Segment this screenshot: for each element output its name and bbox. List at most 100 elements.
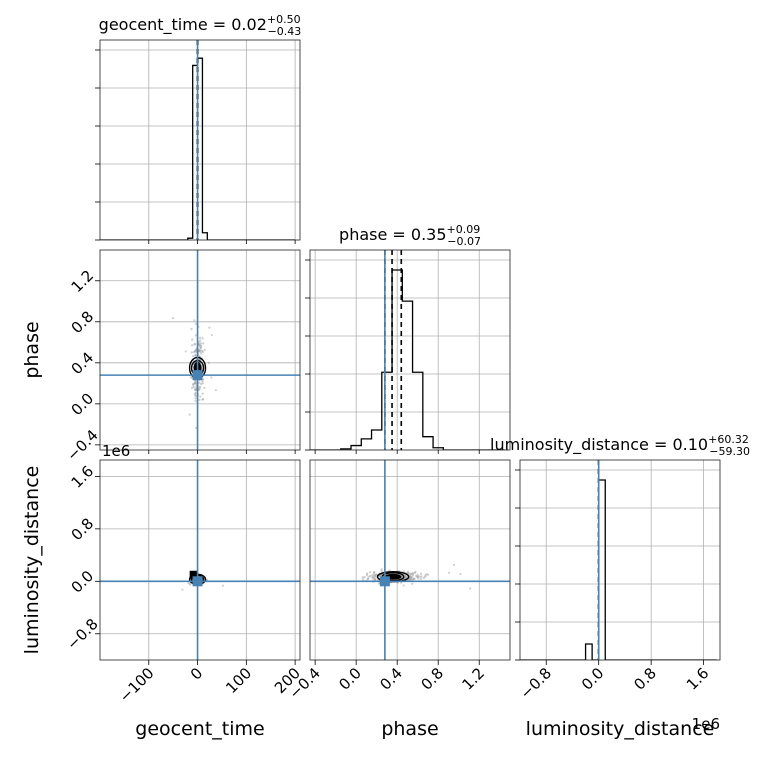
title-main: geocent_time = 0.02	[99, 15, 267, 35]
xaxis-label-luminosity_distance: luminosity_distance	[526, 718, 715, 740]
sample-point	[221, 584, 225, 587]
sample-point	[363, 575, 366, 579]
sample-point	[380, 568, 383, 571]
sample-point	[207, 361, 211, 364]
panel-frame	[99, 459, 301, 661]
sample-point	[201, 382, 204, 385]
sample-point	[201, 397, 205, 401]
sample-point	[413, 577, 416, 581]
sample-point	[424, 574, 427, 577]
sample-point	[201, 392, 204, 395]
sample-point	[193, 342, 197, 346]
sample-point	[373, 577, 376, 580]
sample-point	[412, 577, 415, 581]
panel-title-geocent_time: geocent_time = 0.02+0.50 −0.43	[99, 13, 302, 38]
sample-point	[425, 573, 428, 576]
ytick-label-phase: 0.0	[68, 390, 98, 420]
data-layer	[100, 40, 717, 660]
sample-point	[198, 344, 201, 347]
title-upper-error: +60.32	[708, 433, 749, 446]
sample-point	[192, 382, 196, 385]
sample-point	[409, 577, 413, 580]
xtick-label-luminosity_distance: 0.8	[630, 664, 660, 694]
histogram-phase	[310, 269, 505, 450]
sample-point	[406, 571, 409, 575]
ytick-label-phase: 1.2	[68, 266, 98, 296]
sample-point	[414, 574, 418, 578]
sample-point	[372, 575, 375, 579]
sample-point	[365, 572, 369, 575]
sample-point	[198, 343, 201, 347]
sample-point	[409, 573, 413, 576]
sample-point	[416, 573, 419, 577]
sample-point	[181, 588, 184, 591]
panel-geocent_time-vs-luminosity_distance	[100, 460, 300, 660]
xtick-label-phase: 1.2	[458, 664, 488, 694]
sample-point	[409, 572, 413, 575]
panel-phase-vs-luminosity_distance	[310, 460, 510, 660]
sample-point	[193, 343, 196, 346]
title-upper-error: +0.09	[447, 223, 481, 236]
sample-point	[410, 576, 413, 579]
panel-geocent_time-vs-phase	[100, 250, 300, 450]
sample-point	[194, 426, 198, 429]
sample-point	[407, 572, 410, 575]
sample-point	[406, 570, 410, 573]
title-main: phase = 0.35	[339, 225, 446, 244]
sample-point	[190, 343, 194, 347]
sample-point	[189, 583, 192, 586]
ytick-label-phase: 0.8	[68, 307, 98, 337]
sample-point	[371, 576, 374, 579]
sample-point	[201, 398, 204, 401]
sample-point	[192, 385, 196, 389]
sample-point	[197, 349, 201, 352]
sample-point	[404, 574, 407, 577]
sample-point	[366, 577, 370, 581]
sample-point	[203, 348, 206, 352]
ytick-label-luminosity_distance: 0.8	[68, 515, 98, 545]
sample-point	[190, 327, 193, 331]
sample-point	[372, 573, 376, 576]
sample-point	[194, 354, 197, 357]
sample-point	[187, 582, 190, 585]
sample-point	[199, 346, 203, 349]
panel-title-phase: phase = 0.35+0.09 −0.07	[339, 223, 481, 248]
sample-point	[194, 348, 198, 351]
title-lower-error: −0.07	[447, 235, 481, 248]
sample-point	[200, 352, 203, 355]
title-upper-error: +0.50	[267, 13, 301, 26]
sample-point	[374, 573, 378, 577]
sample-point	[369, 574, 372, 578]
xaxis-offset-label: 1e6	[692, 715, 720, 733]
sample-point	[372, 570, 376, 574]
sample-point	[411, 582, 414, 585]
sample-point	[192, 350, 196, 354]
sample-point	[208, 326, 211, 329]
sample-point	[194, 388, 197, 392]
sample-point	[198, 386, 201, 390]
sample-point	[410, 576, 414, 579]
sample-point	[199, 350, 202, 353]
sample-point	[373, 578, 377, 582]
sample-point	[375, 573, 378, 576]
density-marker	[189, 570, 198, 579]
sample-point	[188, 413, 191, 416]
panel-frame	[519, 459, 721, 661]
xtick-label-phase: 0.0	[335, 664, 365, 694]
sample-point	[198, 381, 201, 384]
sample-point	[419, 577, 423, 581]
sample-point	[409, 578, 412, 581]
panel-frame	[99, 39, 301, 241]
sample-point	[368, 571, 372, 574]
sample-point	[199, 382, 203, 386]
sample-point	[199, 345, 202, 348]
sample-point	[199, 346, 202, 349]
sample-point	[469, 587, 472, 590]
sample-point	[405, 575, 408, 578]
sample-point	[459, 572, 462, 576]
ytick-label-phase: 0.4	[68, 348, 98, 378]
sample-point	[193, 392, 197, 395]
sample-point	[198, 339, 202, 342]
truth-point	[192, 370, 203, 381]
ytick-label-luminosity_distance: 0.0	[68, 567, 98, 597]
